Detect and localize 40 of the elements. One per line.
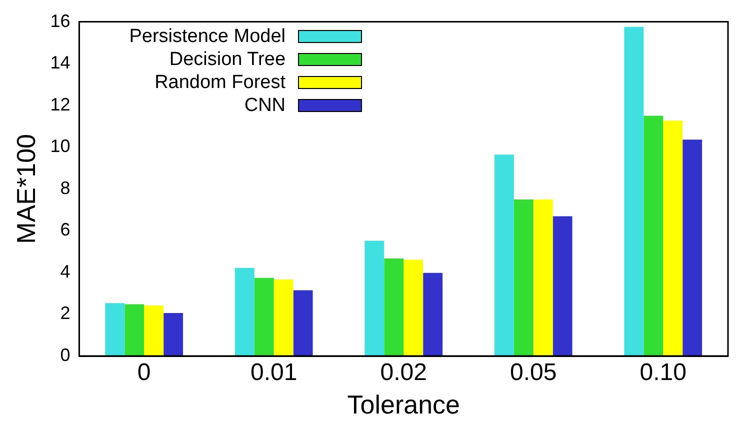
bar (624, 26, 644, 356)
bar (514, 200, 534, 356)
bar (423, 272, 443, 356)
bar (293, 290, 313, 356)
bar (364, 240, 384, 356)
y-tick-label: 6 (60, 220, 70, 240)
y-tick-label: 10 (50, 136, 70, 156)
legend-label: Random Forest (154, 72, 286, 94)
bar (533, 200, 553, 356)
bar (164, 312, 184, 356)
x-tick-label: 0 (137, 359, 151, 386)
x-tick-label: 0.02 (380, 359, 427, 386)
x-tick-label: 0.01 (250, 359, 298, 386)
bar (105, 303, 125, 356)
legend-label: Persistence Model (129, 26, 286, 48)
bar (144, 305, 164, 356)
y-tick-label: 4 (60, 261, 70, 282)
x-axis-title: Tolerance (347, 390, 460, 420)
bar (254, 278, 274, 356)
y-axis-title: MAE*100 (10, 134, 41, 244)
bar (274, 280, 294, 356)
y-tick-label: 14 (50, 52, 70, 73)
bar (552, 216, 572, 356)
bar (494, 154, 514, 356)
bar (404, 260, 424, 356)
bar (234, 268, 254, 356)
bar (663, 120, 683, 356)
y-tick-label: 8 (60, 178, 70, 198)
x-tick-label: 0.05 (510, 359, 557, 386)
y-tick-label: 12 (50, 94, 70, 114)
x-tick-label: 0.10 (640, 359, 686, 386)
bar (384, 258, 404, 356)
y-tick-label: 16 (50, 10, 70, 31)
bar (644, 116, 664, 356)
legend-label: Decision Tree (169, 48, 286, 71)
legend-label: CNN (244, 94, 286, 117)
bar (124, 304, 144, 356)
y-tick-label: 0 (60, 344, 70, 365)
y-tick-label: 2 (60, 303, 70, 324)
bar (682, 140, 702, 356)
